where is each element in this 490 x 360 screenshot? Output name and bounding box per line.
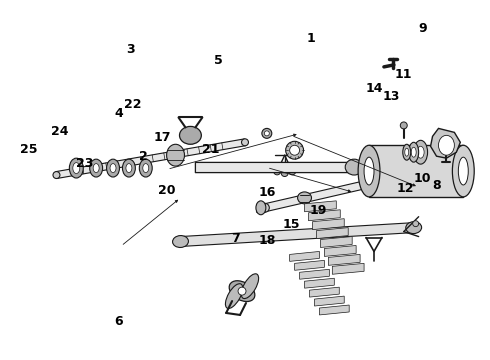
Ellipse shape [286, 141, 303, 159]
Text: 15: 15 [282, 218, 300, 231]
Text: 14: 14 [365, 82, 383, 95]
Text: 4: 4 [114, 107, 123, 120]
Ellipse shape [364, 157, 374, 185]
Ellipse shape [73, 163, 80, 174]
Ellipse shape [70, 158, 83, 178]
Text: 23: 23 [76, 157, 93, 170]
Text: 8: 8 [433, 179, 441, 192]
Ellipse shape [439, 135, 454, 155]
Ellipse shape [289, 168, 295, 175]
Ellipse shape [90, 159, 102, 177]
Ellipse shape [405, 148, 409, 156]
Polygon shape [315, 296, 344, 306]
Polygon shape [196, 162, 429, 172]
Text: 3: 3 [126, 43, 135, 56]
Text: 5: 5 [214, 54, 222, 67]
Ellipse shape [225, 284, 243, 309]
Text: 25: 25 [20, 143, 37, 156]
Text: 11: 11 [394, 68, 412, 81]
Ellipse shape [126, 164, 132, 172]
Ellipse shape [413, 221, 418, 227]
Text: 13: 13 [382, 90, 399, 103]
Ellipse shape [139, 159, 152, 177]
Polygon shape [56, 139, 245, 179]
Ellipse shape [260, 203, 270, 212]
Ellipse shape [167, 144, 184, 166]
Ellipse shape [345, 159, 363, 175]
Ellipse shape [241, 274, 259, 298]
Ellipse shape [452, 145, 474, 197]
Polygon shape [305, 201, 336, 212]
Ellipse shape [403, 144, 411, 160]
Polygon shape [320, 237, 352, 247]
Polygon shape [431, 129, 460, 158]
Ellipse shape [238, 287, 246, 295]
Ellipse shape [256, 201, 266, 215]
Polygon shape [299, 269, 329, 279]
Text: 2: 2 [139, 150, 147, 163]
Polygon shape [319, 305, 349, 315]
Ellipse shape [172, 235, 189, 247]
Ellipse shape [425, 166, 433, 174]
Text: 24: 24 [51, 125, 69, 138]
Ellipse shape [281, 170, 288, 176]
Text: 19: 19 [309, 204, 327, 217]
Ellipse shape [411, 147, 416, 157]
Text: 20: 20 [158, 184, 176, 197]
Ellipse shape [143, 164, 149, 172]
Ellipse shape [107, 159, 120, 177]
Ellipse shape [264, 131, 270, 136]
Ellipse shape [458, 157, 468, 185]
Ellipse shape [262, 129, 272, 138]
Ellipse shape [53, 172, 60, 179]
Ellipse shape [229, 281, 255, 302]
Ellipse shape [242, 139, 248, 146]
Ellipse shape [406, 222, 421, 234]
Text: 16: 16 [258, 186, 275, 199]
Text: 10: 10 [414, 172, 431, 185]
Ellipse shape [274, 168, 281, 175]
Ellipse shape [179, 126, 201, 144]
Ellipse shape [417, 146, 424, 158]
Ellipse shape [358, 145, 380, 197]
Polygon shape [313, 219, 344, 230]
Polygon shape [324, 246, 356, 256]
Polygon shape [290, 251, 319, 261]
Ellipse shape [297, 192, 312, 204]
Text: 9: 9 [418, 22, 427, 35]
Polygon shape [309, 210, 340, 221]
Ellipse shape [93, 164, 99, 172]
Polygon shape [264, 166, 429, 212]
Polygon shape [180, 223, 414, 247]
Text: 17: 17 [153, 131, 171, 144]
Polygon shape [317, 228, 348, 239]
Text: 21: 21 [202, 143, 220, 156]
Text: 6: 6 [114, 315, 123, 328]
Polygon shape [328, 255, 360, 265]
Polygon shape [294, 260, 324, 270]
Ellipse shape [409, 142, 418, 162]
Polygon shape [369, 145, 464, 197]
Polygon shape [305, 278, 334, 288]
Text: 1: 1 [306, 32, 315, 45]
Text: 7: 7 [231, 233, 240, 246]
Text: 18: 18 [258, 234, 275, 247]
Text: 22: 22 [124, 99, 142, 112]
Ellipse shape [122, 159, 135, 177]
Ellipse shape [400, 122, 407, 129]
Ellipse shape [414, 140, 428, 164]
Ellipse shape [110, 164, 116, 172]
Polygon shape [310, 287, 339, 297]
Text: 12: 12 [397, 183, 414, 195]
Polygon shape [332, 264, 364, 274]
Ellipse shape [290, 145, 299, 155]
